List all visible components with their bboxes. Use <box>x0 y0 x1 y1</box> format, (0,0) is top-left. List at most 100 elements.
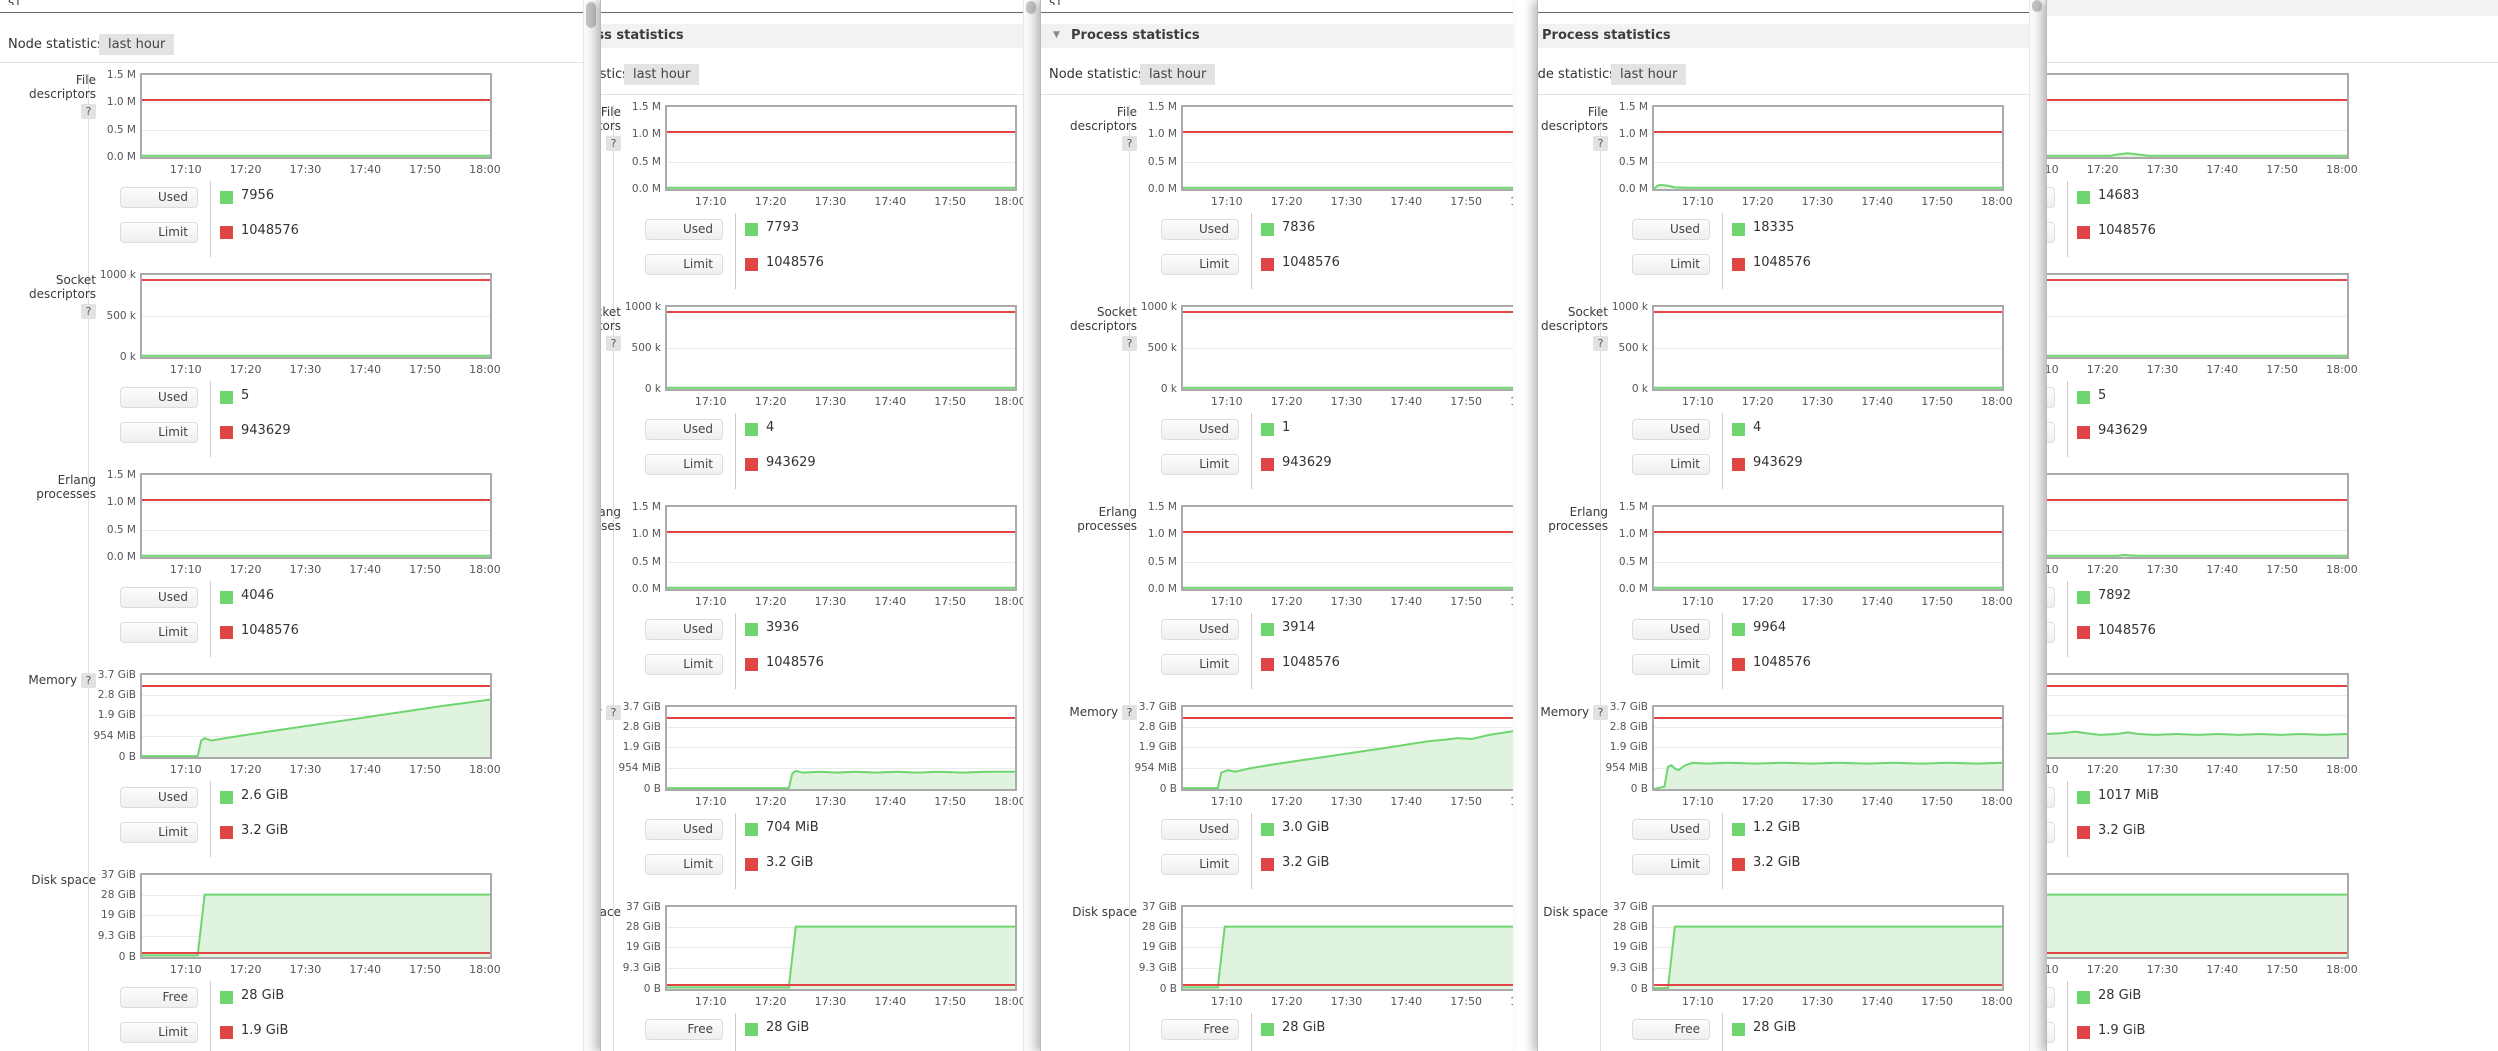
legend-used-button[interactable]: Used <box>1632 419 1710 440</box>
node-statistics-label: Node statistics <box>1049 67 1146 82</box>
legend-divider <box>735 213 736 289</box>
row-label-line: descriptors <box>29 87 96 101</box>
legend-used-button[interactable]: Used <box>2047 587 2055 608</box>
x-tick-label: 18:00 <box>1510 395 1513 408</box>
help-icon[interactable]: ? <box>81 673 96 688</box>
legend-limit-button[interactable]: Limit <box>645 654 723 675</box>
gridline <box>142 714 490 716</box>
gridline <box>2047 502 2347 504</box>
legend-free-button[interactable]: Free <box>1632 1019 1710 1040</box>
legend-limit-button[interactable]: Limit <box>2047 1022 2055 1043</box>
y-tick-label: 3.7 GiB <box>622 701 661 713</box>
scrollbar-thumb[interactable] <box>2032 0 2042 12</box>
legend-limit-button[interactable]: Limit <box>120 822 198 843</box>
help-icon[interactable]: ? <box>606 136 621 151</box>
help-icon[interactable]: ? <box>1593 136 1608 151</box>
legend-limit-button[interactable]: Limit <box>1632 454 1710 475</box>
legend-used-button[interactable]: Used <box>2047 387 2055 408</box>
process-statistics-header[interactable]: ▼Process statistics <box>1041 24 1513 48</box>
y-tick-label: 1.5 M <box>106 469 136 481</box>
legend-used-button[interactable]: Used <box>645 219 723 240</box>
last-hour-tab[interactable]: last hour <box>1611 64 1687 85</box>
legend-limit-button[interactable]: Limit <box>1632 654 1710 675</box>
legend-limit-button[interactable]: Limit <box>120 222 198 243</box>
legend-limit-button[interactable]: Limit <box>2047 622 2055 643</box>
legend-used-button[interactable]: Used <box>120 787 198 808</box>
process-statistics-header[interactable]: ▼Process statistics <box>1538 24 2044 48</box>
legend-limit-button[interactable]: Limit <box>645 454 723 475</box>
legend-used-button[interactable]: Used <box>645 819 723 840</box>
x-tick-label: 17:40 <box>1861 995 1894 1008</box>
legend-used-button[interactable]: Used <box>2047 187 2055 208</box>
limit-line <box>1183 717 1513 720</box>
help-icon[interactable]: ? <box>81 304 96 319</box>
legend-limit-button[interactable]: Limit <box>1161 254 1239 275</box>
y-tick-label: 500 k <box>1618 342 1648 354</box>
y-tick-label: 0 B <box>118 751 136 763</box>
section-title: Process statistics <box>1542 28 1671 43</box>
legend-limit-button[interactable]: Limit <box>1161 854 1239 875</box>
help-icon[interactable]: ? <box>81 104 96 119</box>
process-statistics-header[interactable]: ▼Process statistics <box>2047 0 2498 16</box>
last-hour-tab[interactable]: last hour <box>99 34 175 55</box>
legend-used-button[interactable]: Used <box>120 587 198 608</box>
clipped-text-fragment: st <box>1538 0 1640 5</box>
help-icon[interactable]: ? <box>606 705 621 720</box>
legend-used-button[interactable]: Used <box>1161 219 1239 240</box>
legend-used-button[interactable]: Used <box>1161 619 1239 640</box>
legend-limit-button[interactable]: Limit <box>1632 254 1710 275</box>
legend-limit-button[interactable]: Limit <box>1161 454 1239 475</box>
legend-limit-button[interactable]: Limit <box>1161 654 1239 675</box>
help-icon[interactable]: ? <box>1122 136 1137 151</box>
legend-free-button[interactable]: Free <box>645 1019 723 1040</box>
legend-divider <box>210 581 211 657</box>
help-icon-holder: ? <box>1041 336 1137 351</box>
help-icon[interactable]: ? <box>1122 705 1137 720</box>
y-tick-label: 0 k <box>119 351 136 363</box>
legend-divider <box>735 813 736 889</box>
chart-plot <box>140 273 492 359</box>
gridline <box>667 561 1015 563</box>
legend-used-button[interactable]: Used <box>1161 819 1239 840</box>
legend-free-button[interactable]: Free <box>2047 987 2055 1008</box>
legend-limit-button[interactable]: Limit <box>2047 822 2055 843</box>
last-hour-tab[interactable]: last hour <box>624 64 700 85</box>
legend-used-button[interactable]: Used <box>120 187 198 208</box>
help-icon[interactable]: ? <box>1593 336 1608 351</box>
legend-used-button[interactable]: Used <box>120 387 198 408</box>
help-icon[interactable]: ? <box>1122 336 1137 351</box>
y-tick-label: 0 k <box>1631 383 1648 395</box>
legend-limit-button[interactable]: Limit <box>2047 422 2055 443</box>
used-series <box>1654 307 2002 389</box>
legend-used-button[interactable]: Used <box>2047 787 2055 808</box>
legend-free-button[interactable]: Free <box>120 987 198 1008</box>
scrollbar-thumb[interactable] <box>586 2 596 28</box>
gridline <box>2047 694 2347 696</box>
legend-limit-button[interactable]: Limit <box>645 254 723 275</box>
legend-limit-button[interactable]: Limit <box>120 1022 198 1043</box>
legend-used-button[interactable]: Used <box>645 419 723 440</box>
legend-limit-button[interactable]: Limit <box>120 622 198 643</box>
legend-free-button[interactable]: Free <box>1161 1019 1239 1040</box>
legend-limit-button[interactable]: Limit <box>2047 222 2055 243</box>
scrollbar-thumb[interactable] <box>1026 1 1036 14</box>
last-hour-tab[interactable]: last hour <box>1140 64 1216 85</box>
row-label-line: processes <box>1077 519 1137 533</box>
legend-used-button[interactable]: Used <box>1632 619 1710 640</box>
legend-used-button[interactable]: Used <box>645 619 723 640</box>
legend-used-button[interactable]: Used <box>1632 819 1710 840</box>
legend-used-button[interactable]: Used <box>1632 219 1710 240</box>
legend-divider <box>2067 181 2068 257</box>
help-icon[interactable]: ? <box>1593 705 1608 720</box>
x-tick-label: 18:00 <box>2326 963 2358 976</box>
help-icon[interactable]: ? <box>606 336 621 351</box>
legend-limit-button[interactable]: Limit <box>645 854 723 875</box>
legend-limit-button[interactable]: Limit <box>120 422 198 443</box>
process-statistics-header[interactable]: ▼Process statistics <box>601 24 1038 48</box>
clipped-text-fragment: st <box>1049 0 1169 5</box>
legend-used-button[interactable]: Used <box>1161 419 1239 440</box>
legend-limit-button[interactable]: Limit <box>1632 854 1710 875</box>
